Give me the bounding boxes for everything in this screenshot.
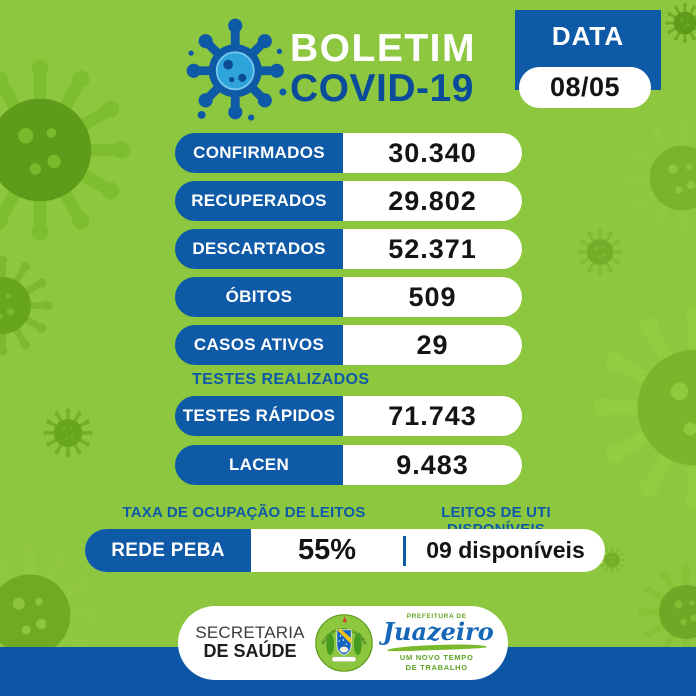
stat-value: 30.340 [343, 133, 522, 173]
beds-bar: REDE PEBA 55% 09 disponíveis [85, 529, 605, 572]
stat-label: TESTES RÁPIDOS [175, 396, 343, 436]
stat-row-obitos: ÓBITOS 509 [175, 277, 522, 317]
stat-row-descartados: DESCARTADOS 52.371 [175, 229, 522, 269]
network-label: REDE PEBA [85, 529, 251, 572]
stat-label: ÓBITOS [175, 277, 343, 317]
stat-row-casos-ativos: CASOS ATIVOS 29 [175, 325, 522, 365]
juazeiro-coat-of-arms: MUNICÍPIO DE JUAZEIRO [314, 614, 373, 672]
virus-decoration [593, 305, 696, 510]
icu-value: 09 disponíveis [426, 537, 585, 563]
stats-list: CONFIRMADOS 30.340 RECUPERADOS 29.802 DE… [175, 133, 522, 373]
divider [403, 535, 406, 566]
stat-label: DESCARTADOS [175, 229, 343, 269]
virus-decoration [0, 255, 53, 356]
stat-row-lacen: LACEN 9.483 [175, 445, 522, 485]
prefecture-logo: PREFEITURA DE Juazeiro UM NOVO TEMPO DE … [382, 612, 494, 672]
header: BOLETIM COVID-19 [184, 16, 476, 122]
virus-decoration [665, 3, 696, 43]
secretary-line2: DE SAÚDE [203, 641, 297, 662]
stat-value: 9.483 [343, 445, 522, 485]
stat-row-recuperados: RECUPERADOS 29.802 [175, 181, 522, 221]
footer-logos: SECRETARIA DE SAÚDE MUNICÍPIO DE JUAZEIR… [178, 606, 508, 680]
stat-label: LACEN [175, 445, 343, 485]
virus-decoration [577, 229, 623, 275]
virus-decoration [625, 121, 696, 235]
stat-value: 29.802 [343, 181, 522, 221]
stat-value: 71.743 [343, 396, 522, 436]
prefecture-slogan-line2: DE TRABALHO [405, 662, 468, 672]
date-value: 08/05 [519, 67, 651, 108]
health-secretary-logo: SECRETARIA DE SAÚDE [195, 623, 305, 662]
title-line-boletim: BOLETIM [290, 27, 476, 71]
stat-value: 29 [343, 325, 522, 365]
virus-decoration [43, 408, 93, 458]
stat-row-testes-rapidos: TESTES RÁPIDOS 71.743 [175, 396, 522, 436]
prefecture-slogan-line1: UM NOVO TEMPO [399, 653, 474, 663]
stat-label: RECUPERADOS [175, 181, 343, 221]
tests-section-title: TESTES REALIZADOS [192, 371, 370, 388]
secretary-line1: SECRETARIA [195, 623, 305, 643]
coronavirus-icon [186, 18, 287, 121]
stat-label: CONFIRMADOS [175, 133, 343, 173]
stat-value: 52.371 [343, 229, 522, 269]
virus-decoration [0, 59, 131, 241]
date-label: DATA [551, 21, 625, 51]
stat-row-confirmados: CONFIRMADOS 30.340 [175, 133, 522, 173]
page-title: BOLETIM COVID-19 [290, 29, 476, 109]
title-line-covid19: COVID-19 [290, 67, 474, 110]
occupancy-title: TAXA DE OCUPAÇÃO DE LEITOS [122, 504, 366, 521]
occupancy-value: 55% [297, 534, 357, 566]
prefecture-name: Juazeiro [382, 617, 494, 647]
stat-value: 509 [343, 277, 522, 317]
prefecture-top-text: PREFEITURA DE [406, 612, 467, 620]
date-badge: DATA 08/05 [515, 10, 661, 108]
tests-list: TESTES RÁPIDOS 71.743 LACEN 9.483 [175, 396, 522, 494]
stat-label: CASOS ATIVOS [175, 325, 343, 365]
